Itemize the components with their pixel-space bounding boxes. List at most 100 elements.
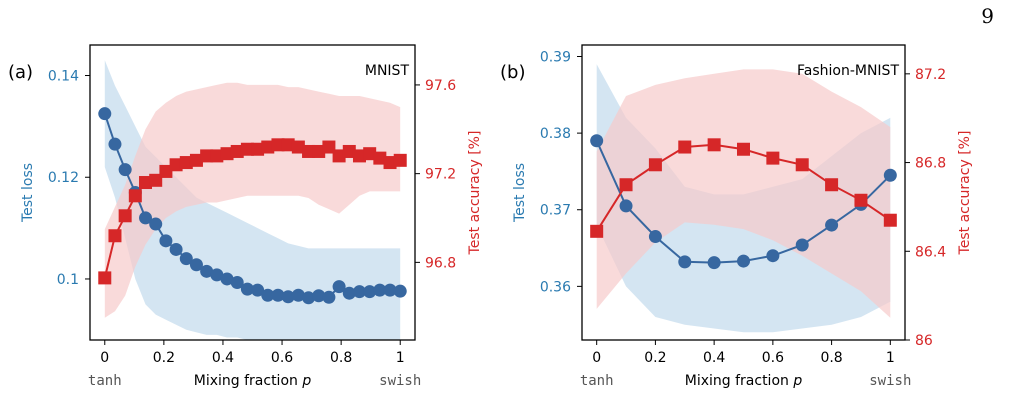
left-y-tick-label: 0.37 [540, 203, 571, 219]
x-tick-label: 0.4 [212, 350, 234, 366]
x-tick-label: 0 [100, 350, 109, 366]
loss-point [795, 238, 809, 252]
loss-point [98, 107, 112, 121]
loss-point [707, 256, 721, 270]
page-number: 9 [981, 4, 994, 28]
loss-point [373, 283, 387, 297]
loss-point [590, 134, 604, 148]
x-tick-label: 1 [886, 350, 895, 366]
x-tick-label: 1 [396, 350, 405, 366]
right-y-tick-label: 86.8 [915, 156, 946, 172]
loss-point [139, 211, 153, 225]
loss-point [302, 291, 316, 305]
loss-point [383, 283, 397, 297]
accuracy-point [648, 158, 662, 172]
loss-band [104, 60, 401, 340]
loss-point [322, 290, 336, 304]
accuracy-point [291, 140, 305, 154]
loss-point [332, 280, 346, 294]
loss-point [766, 249, 780, 263]
accuracy-point [118, 209, 132, 223]
accuracy-point [312, 144, 326, 158]
loss-point [678, 255, 692, 269]
accuracy-point [707, 138, 721, 152]
accuracy-point [590, 224, 604, 238]
accuracy-point [169, 158, 183, 172]
plot-area [590, 64, 897, 333]
loss-point [619, 199, 633, 213]
left-y-tick-label: 0.1 [57, 272, 79, 288]
accuracy-point [342, 144, 356, 158]
x-tick-label: 0.2 [644, 350, 666, 366]
x-tick-label: 0.4 [703, 350, 725, 366]
x-tick-label: 0.2 [153, 350, 175, 366]
chart-title: MNIST [365, 63, 410, 79]
panel-label: (b) [500, 62, 525, 83]
accuracy-point [240, 142, 254, 156]
x-axis-label: Mixing fraction p [685, 373, 803, 389]
right-y-tick-label: 87.2 [915, 67, 946, 83]
loss-point [648, 230, 662, 244]
accuracy-point [766, 151, 780, 165]
plot-frame [581, 44, 906, 341]
accuracy-point [737, 142, 750, 156]
accuracy-point [261, 140, 275, 154]
accuracy-point [210, 149, 224, 163]
loss-point [271, 288, 285, 302]
x-tick-label: 0.8 [820, 350, 842, 366]
right-y-tick-label: 97.6 [425, 78, 456, 94]
right-axis-label: Test accuracy [%] [467, 131, 483, 256]
left-axis-label: Test loss [512, 163, 528, 223]
accuracy-point [619, 178, 633, 192]
loss-point [220, 272, 234, 286]
accuracy-point [322, 140, 336, 154]
left-axis-label: Test loss [20, 163, 36, 223]
accuracy-point [373, 151, 387, 165]
loss-point [393, 284, 407, 298]
accuracy-point [149, 173, 163, 187]
chart-title: Fashion-MNIST [797, 63, 899, 79]
x-tick-label: 0.6 [762, 350, 784, 366]
loss-point [189, 258, 203, 272]
accuracy-point [332, 149, 346, 163]
accuracy-point [383, 156, 397, 170]
loss-point [312, 289, 326, 303]
right-y-tick-label: 97.2 [425, 167, 456, 183]
accuracy-point [251, 142, 265, 156]
loss-point [251, 283, 265, 297]
left-y-tick-label: 0.36 [540, 279, 571, 295]
left-y-tick-label: 0.39 [540, 49, 571, 65]
accuracy-point [179, 156, 193, 170]
accuracy-point [825, 178, 839, 192]
plot-area [98, 60, 407, 340]
loss-point [825, 218, 839, 232]
loss-point [108, 137, 122, 151]
accuracy-point [854, 193, 868, 207]
loss-point [363, 285, 377, 299]
loss-point [291, 288, 305, 302]
loss-point [159, 234, 173, 248]
left-y-tick-label: 0.38 [540, 126, 571, 142]
chart-panel-2: 0 0.2 0.4 0.6 0.8 1 0.36 0.37 0.38 0.39 86 86.4 86.8… [500, 44, 973, 389]
accuracy-point [363, 147, 377, 161]
x-end-label-right: swish [869, 373, 911, 389]
x-tick-label: 0 [592, 350, 601, 366]
x-end-label-right: swish [379, 373, 421, 389]
loss-point [883, 168, 897, 182]
left-y-tick-label: 0.12 [48, 170, 79, 186]
accuracy-point [220, 147, 234, 161]
accuracy-point [393, 153, 407, 167]
loss-point [200, 264, 214, 278]
right-y-tick-label: 86 [915, 333, 933, 349]
x-axis-label: Mixing fraction p [194, 373, 312, 389]
accuracy-point [189, 153, 203, 167]
left-y-tick-label: 0.14 [48, 69, 79, 85]
accuracy-point [678, 140, 692, 154]
loss-point [240, 282, 254, 296]
accuracy-point [108, 229, 122, 243]
accuracy-point [302, 144, 316, 158]
loss-point [342, 286, 356, 300]
loss-point [210, 268, 224, 282]
accuracy-point [795, 158, 809, 172]
